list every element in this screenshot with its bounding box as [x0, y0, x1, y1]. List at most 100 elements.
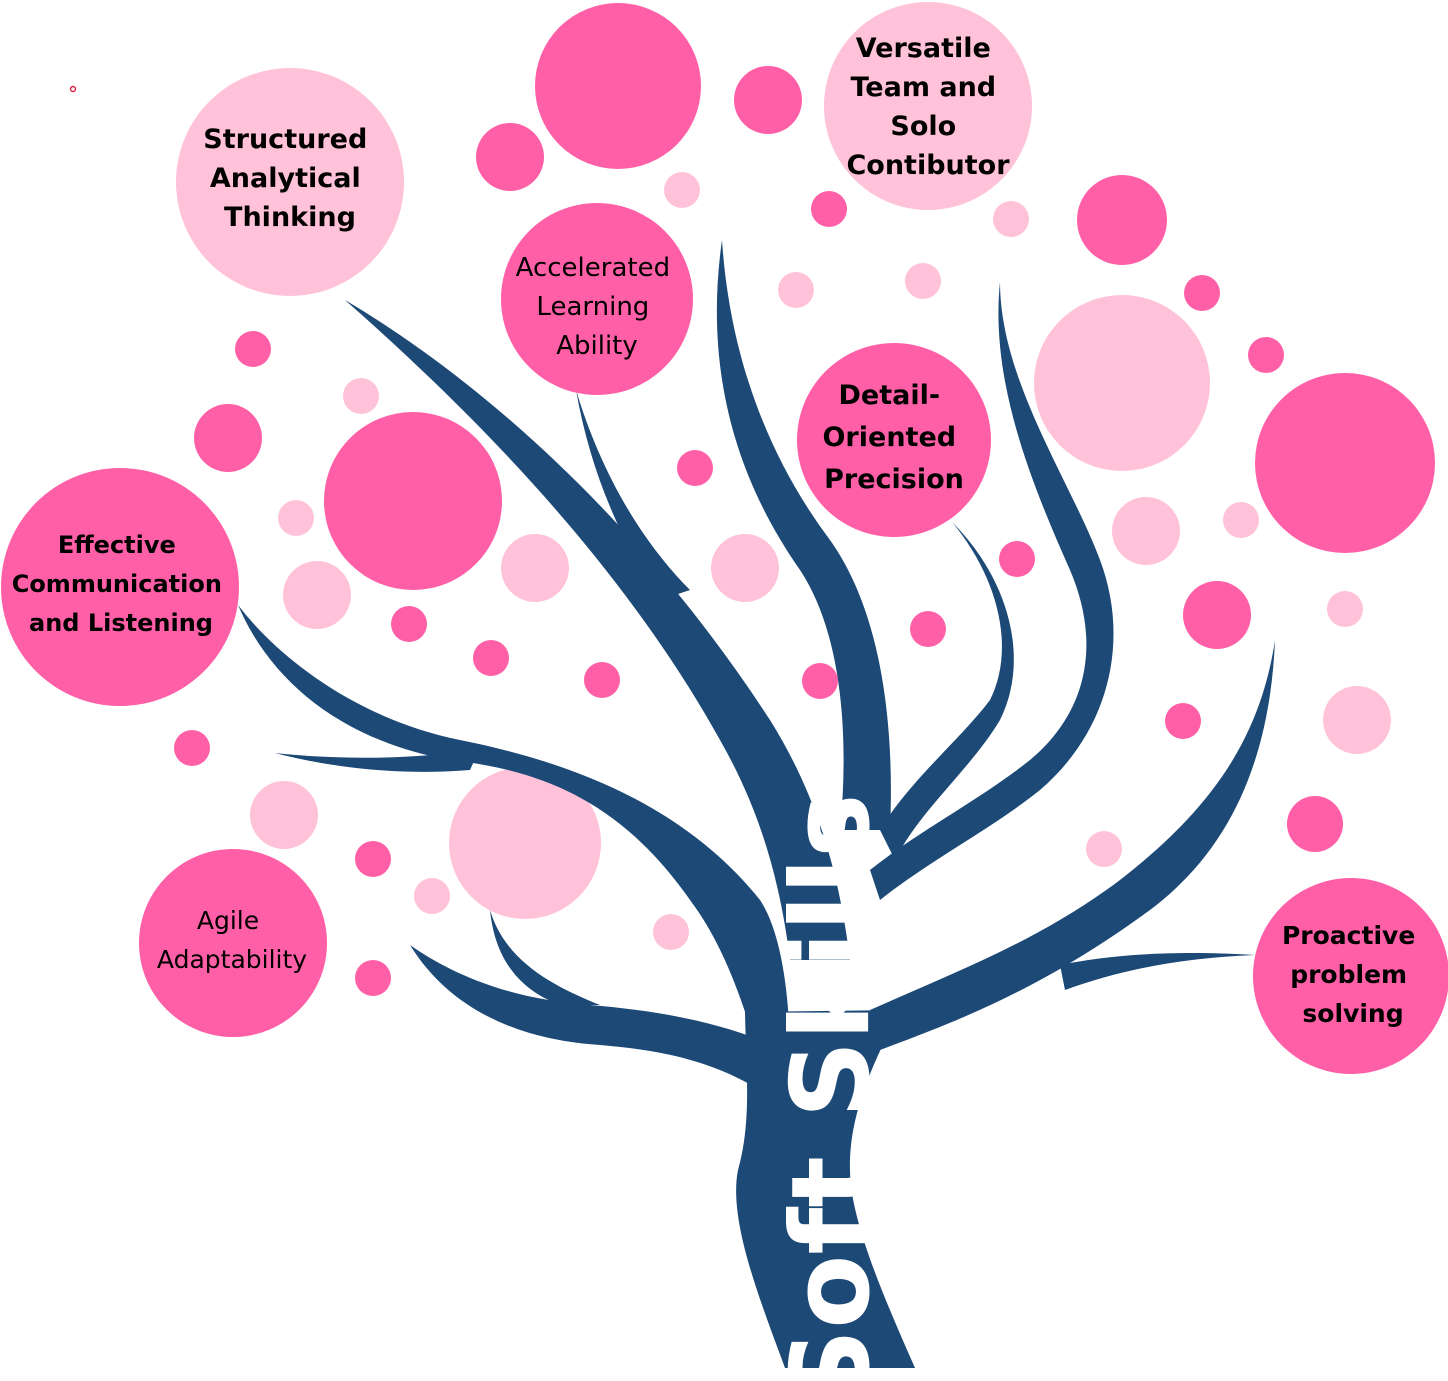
skill-label-line: Ability	[556, 331, 638, 361]
light-bubble	[343, 378, 379, 414]
dark-bubble	[734, 66, 802, 134]
light-bubble	[449, 767, 601, 919]
dark-bubble	[355, 960, 391, 996]
dark-bubble	[1248, 337, 1284, 373]
light-bubble	[778, 272, 814, 308]
light-bubble	[1034, 295, 1210, 471]
dark-bubble	[811, 191, 847, 227]
light-bubble	[283, 561, 351, 629]
dark-bubble	[473, 640, 509, 676]
dark-bubble	[910, 611, 946, 647]
light-bubble	[993, 201, 1029, 237]
skill-label-line: Precision	[824, 464, 964, 495]
branch-versatile-team-and-solo-contributor	[716, 240, 891, 830]
branch-proactive-twig	[1060, 953, 1255, 990]
dark-bubble	[1183, 581, 1251, 649]
skill-circle	[824, 2, 1032, 210]
skill-circle	[1253, 878, 1448, 1074]
skill-circle	[176, 68, 404, 296]
svg-text:Versatile Team and: Versatile Team and Solo Contibutor	[846, 33, 1010, 181]
light-bubble	[1323, 686, 1391, 754]
skill-effective-communication-and-listening: Effective Communication and Listening	[1, 468, 239, 706]
branch-structured-analytical-thinking	[345, 300, 850, 960]
light-bubble	[1327, 591, 1363, 627]
skill-label-line: Adaptability	[157, 945, 307, 974]
dark-bubble	[174, 730, 210, 766]
svg-text:Structured Analytical: Structured Analytical Thinking	[203, 124, 376, 233]
skill-circle	[1, 468, 239, 706]
skill-label-line: Team and	[850, 72, 996, 103]
skill-circle	[139, 849, 327, 1037]
light-bubble	[501, 534, 569, 602]
light-bubble	[1086, 831, 1122, 867]
skill-label-line: Learning	[536, 292, 649, 322]
skill-label-line: Contibutor	[846, 150, 1010, 181]
skill-label-line: and Listening	[29, 609, 213, 637]
skill-accelerated-learning-ability: Accelerated Learning Ability	[501, 203, 693, 395]
dark-bubble	[999, 541, 1035, 577]
skill-label-line: Thinking	[224, 202, 356, 233]
decorative-dark-bubbles	[174, 3, 1435, 996]
dark-bubble	[1165, 703, 1201, 739]
light-bubble	[250, 781, 318, 849]
branch-communication-twig	[275, 748, 480, 772]
tree-trunk	[736, 1010, 915, 1368]
dark-bubble	[802, 663, 838, 699]
branch-accelerated-learning-ability	[576, 390, 690, 600]
light-bubble	[905, 263, 941, 299]
skill-proactive-problem-solving: Proactive problem solving	[1253, 878, 1448, 1074]
skill-agile-adaptability: Agile Adaptability	[139, 849, 327, 1037]
skill-circle	[501, 203, 693, 395]
branch-effective-communication	[238, 605, 790, 1060]
dark-bubble	[391, 606, 427, 642]
skill-label-line: solving	[1302, 999, 1403, 1028]
skill-label-line: Agile	[197, 906, 259, 935]
branch-right-center	[870, 282, 1114, 900]
dark-bubble	[1077, 175, 1167, 265]
dark-bubble	[1255, 373, 1435, 553]
skill-label-line: problem	[1290, 960, 1407, 989]
dark-bubble	[1287, 796, 1343, 852]
dark-bubble	[324, 412, 502, 590]
svg-text:Detail- Oriented P: Detail- Oriented Precision	[822, 380, 965, 495]
branch-agile-adaptability	[410, 945, 760, 1090]
svg-text:Proactive problem: Proactive problem solving	[1282, 921, 1424, 1028]
dark-bubble	[584, 662, 620, 698]
trunk-label: Soft Skills	[769, 793, 894, 1381]
skill-label-line: Accelerated	[516, 253, 670, 283]
light-bubble	[414, 878, 450, 914]
skill-label-line: Analytical	[210, 163, 361, 194]
decorative-light-bubbles	[250, 172, 1391, 950]
light-bubble	[664, 172, 700, 208]
branch-proactive-problem-solving	[870, 640, 1275, 1050]
svg-text:Agile Adaptability: Agile Adaptability	[157, 906, 307, 974]
light-bubble	[711, 534, 779, 602]
dark-bubble	[535, 3, 701, 169]
light-bubble	[1112, 497, 1180, 565]
branch-detail-oriented-precision	[880, 522, 1014, 860]
dark-bubble	[476, 123, 544, 191]
skill-versatile-team-and-solo-contributor: Versatile Team and Solo Contibutor	[824, 2, 1032, 210]
tree-trunk-and-branches	[238, 240, 1275, 1368]
skill-label-line: Proactive	[1282, 921, 1415, 950]
light-bubble	[278, 500, 314, 536]
dark-bubble	[677, 450, 713, 486]
svg-text:Accelerated Learning: Accelerated Learning Ability	[516, 253, 679, 361]
svg-text:Effective Communication: Effective Communication and Listening	[12, 531, 231, 637]
skill-structured-analytical-thinking: Structured Analytical Thinking	[176, 68, 404, 296]
dark-bubble	[194, 404, 262, 472]
skill-label-line: Effective	[58, 531, 176, 559]
skill-circle	[797, 343, 991, 537]
skill-label-line: Communication	[12, 570, 222, 598]
dark-bubble	[355, 841, 391, 877]
skill-label-line: Detail-	[839, 380, 941, 411]
skill-label-line: Versatile	[856, 33, 991, 64]
dark-bubble	[235, 331, 271, 367]
skill-label-line: Solo	[890, 111, 956, 142]
light-bubble	[1223, 502, 1259, 538]
skill-detail-oriented-precision: Detail- Oriented Precision	[797, 343, 991, 537]
dark-bubble	[1184, 275, 1220, 311]
skill-label-line: Structured	[203, 124, 367, 155]
skill-label-line: Oriented	[822, 422, 956, 453]
